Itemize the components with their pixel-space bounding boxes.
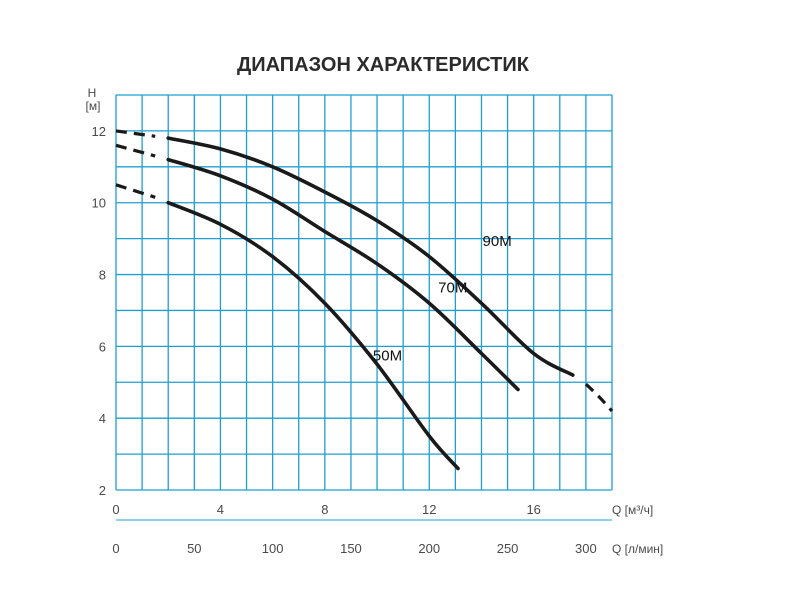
x2-tick-label: 250 xyxy=(497,541,519,556)
series-label-90m: 90M xyxy=(483,233,512,250)
y-tick-label: 4 xyxy=(99,411,106,426)
chart-title: ДИАПАЗОН ХАРАКТЕРИСТИК xyxy=(237,54,530,76)
y-tick-label: 10 xyxy=(92,196,106,211)
x-tick-label: 8 xyxy=(321,502,328,517)
grid xyxy=(115,94,613,491)
x2-tick-label: 150 xyxy=(340,541,362,556)
series-50m-dashed-start xyxy=(115,183,156,199)
series-50m-line xyxy=(166,200,460,471)
series-70m-dashed-start xyxy=(115,143,156,158)
x2-tick-label: 100 xyxy=(262,541,284,556)
x-tick-label: 0 xyxy=(112,502,119,517)
x-tick-label: 12 xyxy=(422,502,436,517)
y-tick-label: 6 xyxy=(99,339,106,354)
series-90m-dashed-end xyxy=(584,382,614,413)
x2-axis-ticks: 0 50 100 150 200 250 300 xyxy=(112,541,596,556)
x-axis-label-top: Q [м³/ч] xyxy=(612,503,653,517)
x-axis-ticks: 0 4 8 12 16 xyxy=(112,502,541,517)
x-tick-label: 16 xyxy=(526,502,540,517)
series-label-50m: 50M xyxy=(373,348,402,365)
y-axis-ticks: 2 4 6 8 10 12 xyxy=(92,124,106,498)
y-axis-unit: [м] xyxy=(86,99,101,113)
series-90m-dashed-start xyxy=(115,129,156,138)
x-axis-label-bottom: Q [л/мин] xyxy=(612,542,663,556)
x2-tick-label: 0 xyxy=(112,541,119,556)
x2-tick-label: 50 xyxy=(187,541,201,556)
y-tick-label: 2 xyxy=(99,483,106,498)
y-tick-label: 8 xyxy=(99,268,106,283)
series-70m-line xyxy=(166,157,520,392)
series-group: 90M 70M 50M xyxy=(115,129,614,471)
x2-tick-label: 300 xyxy=(575,541,597,556)
y-axis-symbol: H xyxy=(88,86,97,100)
series-90m-line xyxy=(166,136,575,377)
x-tick-label: 4 xyxy=(217,502,224,517)
y-tick-label: 12 xyxy=(92,124,106,139)
series-label-70m: 70M xyxy=(438,280,467,297)
x2-tick-label: 200 xyxy=(418,541,440,556)
